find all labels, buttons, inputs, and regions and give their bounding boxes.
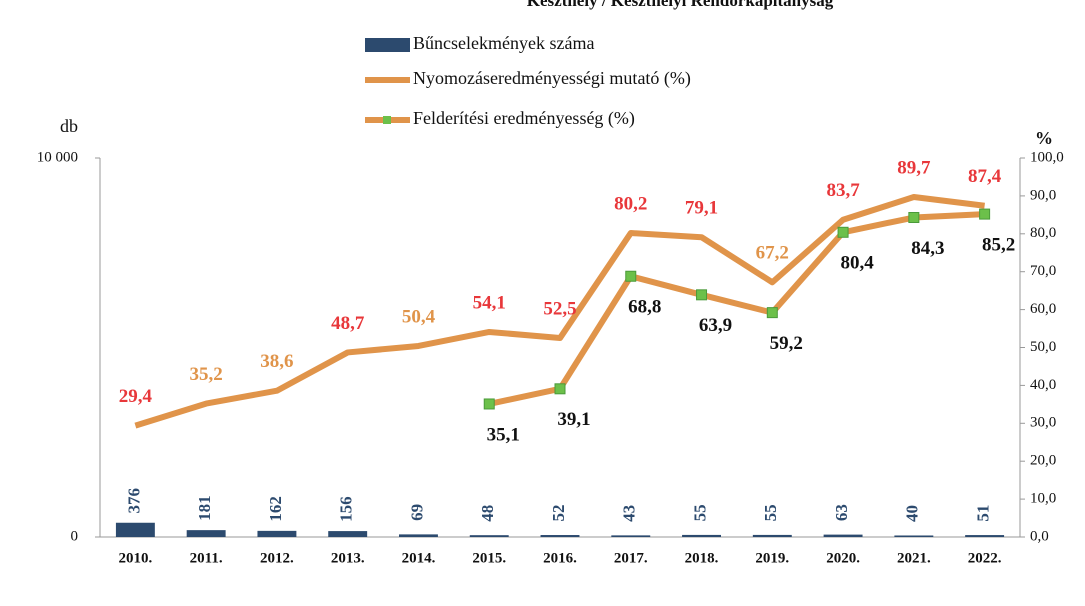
data-label: 80,4 (840, 253, 874, 274)
data-label: 87,4 (968, 166, 1002, 187)
x-tick-label: 2016. (543, 550, 577, 566)
marker (483, 398, 495, 410)
marker (837, 226, 849, 238)
legend-swatch (365, 38, 410, 52)
marker (908, 212, 920, 224)
x-tick-label: 2020. (826, 550, 860, 566)
data-label: 80,2 (614, 193, 647, 214)
bar (752, 534, 792, 537)
bar-label: 156 (337, 496, 356, 522)
x-tick-label: 2010. (119, 550, 153, 566)
data-label: 48,7 (331, 313, 365, 334)
data-label: 67,2 (756, 243, 789, 264)
data-label: 52,5 (543, 298, 576, 319)
y-axis-label: db (60, 116, 78, 136)
x-tick-label: 2017. (614, 550, 648, 566)
bar (399, 534, 438, 537)
chart-title: Keszthely / Keszthelyi Rendőrkapitányság (527, 0, 834, 10)
y2-tick-label: 100,0 (1030, 149, 1064, 165)
line (488, 211, 985, 407)
bar (540, 535, 580, 537)
bar-label: 55 (690, 504, 709, 521)
legend-label: Nyomozáseredményességi mutató (%) (413, 68, 691, 89)
data-label: 83,7 (826, 180, 860, 201)
data-label: 50,4 (402, 306, 436, 327)
bar-label: 181 (195, 495, 214, 521)
y2-axis-label: % (1035, 128, 1053, 148)
y2-tick-label: 10,0 (1030, 491, 1056, 507)
bar (469, 535, 509, 537)
y2-tick-label: 60,0 (1030, 301, 1056, 317)
y2-tick-label: 30,0 (1030, 415, 1056, 431)
bar-label: 52 (549, 505, 568, 522)
marker (696, 289, 708, 301)
data-label: 38,6 (260, 351, 293, 372)
data-label: 35,2 (190, 364, 223, 385)
bar-label: 48 (478, 505, 497, 522)
y2-tick-label: 0,0 (1030, 528, 1049, 544)
data-label: 68,8 (628, 297, 661, 318)
x-tick-label: 2018. (685, 550, 719, 566)
x-tick-label: 2012. (260, 550, 294, 566)
data-label: 29,4 (119, 386, 153, 407)
x-tick-label: 2019. (755, 550, 789, 566)
marker (979, 208, 991, 220)
bar (186, 530, 226, 537)
bar (257, 530, 297, 537)
x-tick-label: 2013. (331, 550, 365, 566)
marker (554, 383, 566, 395)
bar (682, 534, 721, 537)
data-label: 39,1 (557, 409, 590, 430)
bar (115, 522, 155, 537)
y2-tick-label: 50,0 (1030, 339, 1056, 355)
data-label: 84,3 (911, 238, 944, 259)
y2-tick-label: 70,0 (1030, 263, 1056, 279)
y2-tick-label: 80,0 (1030, 225, 1056, 241)
bar-label: 40 (903, 505, 922, 522)
data-label: 63,9 (699, 315, 732, 336)
bar (965, 535, 1005, 537)
data-label: 89,7 (897, 157, 931, 178)
legend-marker (383, 116, 391, 124)
x-tick-label: 2022. (968, 550, 1002, 566)
bar (611, 535, 651, 537)
x-tick-label: 2021. (897, 550, 931, 566)
bar-label: 63 (832, 504, 851, 521)
bar (823, 534, 863, 537)
bar-label: 376 (124, 488, 143, 514)
bar (328, 531, 368, 537)
marker (625, 270, 637, 282)
y-tick-label: 0 (71, 528, 79, 544)
bar-label: 51 (974, 505, 993, 522)
data-label: 35,1 (487, 424, 520, 445)
data-label: 85,2 (982, 234, 1015, 255)
legend-label: Felderítési eredményesség (%) (413, 108, 635, 129)
bar (894, 535, 934, 537)
data-label: 59,2 (770, 333, 803, 354)
data-label: 79,1 (685, 198, 718, 219)
y2-tick-label: 90,0 (1030, 187, 1056, 203)
bar-label: 69 (407, 504, 426, 521)
marker (766, 307, 778, 319)
y2-tick-label: 40,0 (1030, 377, 1056, 393)
y2-tick-label: 20,0 (1030, 453, 1056, 469)
x-tick-label: 2011. (190, 550, 223, 566)
bar-label: 162 (266, 496, 285, 522)
data-label: 54,1 (473, 292, 506, 313)
legend-label: Bűncselekmények száma (413, 33, 594, 53)
line (134, 194, 985, 429)
bar-label: 43 (620, 505, 639, 522)
x-tick-label: 2015. (472, 550, 506, 566)
bar-label: 55 (761, 504, 780, 521)
y-tick-label: 10 000 (37, 149, 78, 165)
x-tick-label: 2014. (402, 550, 436, 566)
